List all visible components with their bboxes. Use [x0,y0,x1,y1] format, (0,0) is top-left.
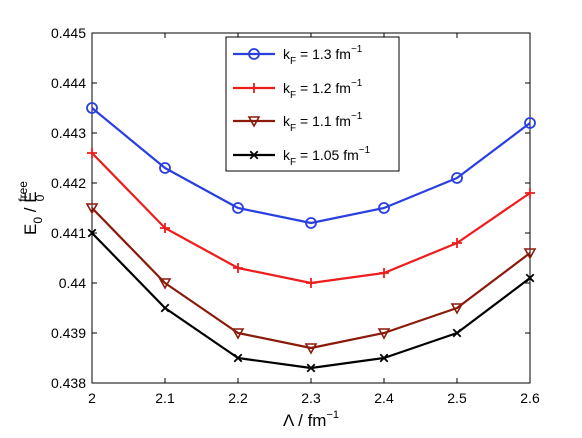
legend: kF = 1.3 fm−1 kF = 1.2 fm−1 kF = 1.1 fm−1 k… [225,36,400,172]
series [85,203,537,355]
legend-label: kF = 1.3 fm−1 [283,44,363,67]
legend-label: kF = 1.2 fm−1 [283,78,363,101]
legend-label: kF = 1.05 fm−1 [283,145,371,168]
y-tick-label: 0.441 [51,225,86,241]
data-point [379,353,389,363]
y-tick-label: 0.444 [51,75,86,91]
data-point [87,228,97,238]
y-tick-label: 0.443 [51,125,86,141]
data-point [524,117,536,129]
x-tick-label: 2.1 [155,390,175,406]
data-point [160,223,170,233]
data-point [248,48,260,60]
data-point [379,268,389,278]
data-point [304,343,318,355]
x-tick-label: 2.6 [520,390,540,406]
x-tick-label: 2.5 [447,390,467,406]
data-point [525,188,535,198]
data-point [86,102,98,114]
data-point [452,328,462,338]
legend-label: kF = 1.1 fm−1 [283,111,363,134]
data-point [378,202,390,214]
data-point [305,217,317,229]
x-axis: 2 2.1 2.2 2.3 2.4 2.5 2.6 [88,33,540,406]
y-tick-label: 0.442 [51,175,86,191]
data-point [306,363,316,373]
data-point [160,303,170,313]
data-point [233,263,243,273]
x-axis-title: Λ / fm−1 [283,409,339,430]
series-layer [85,102,537,373]
legend-entry: kF = 1.1 fm−1 [233,111,363,134]
y-axis-title: E0 / E0free [16,181,47,235]
data-point [232,202,244,214]
series [86,102,536,229]
legend-entry: kF = 1.05 fm−1 [233,145,371,168]
data-point [85,203,99,215]
y-tick-label: 0.445 [51,25,86,41]
data-point [158,278,172,290]
y-axis: 0.438 0.439 0.44 0.441 0.442 0.443 0.444 0.445 [51,25,530,391]
data-point [523,248,537,260]
data-point [159,162,171,174]
data-point [247,116,261,128]
y-tick-label: 0.438 [51,375,86,391]
legend-entry: kF = 1.3 fm−1 [233,44,363,67]
y-tick-label: 0.44 [59,275,86,291]
data-point [450,303,464,315]
legend-entry: kF = 1.2 fm−1 [233,78,363,101]
x-tick-label: 2.4 [374,390,394,406]
data-point [87,148,97,158]
data-point [233,353,243,363]
data-point [451,172,463,184]
x-tick-label: 2.2 [228,390,248,406]
data-point [249,150,259,160]
data-point [306,278,316,288]
series-line [91,207,531,350]
data-point [452,238,462,248]
data-point [231,328,245,340]
data-point [249,83,259,93]
series [87,148,535,288]
y-tick-label: 0.439 [51,325,86,341]
series-line [91,107,531,225]
data-point [377,328,391,340]
data-point [525,273,535,283]
x-tick-label: 2 [88,390,96,406]
x-tick-label: 2.3 [301,390,321,406]
series [87,228,535,373]
